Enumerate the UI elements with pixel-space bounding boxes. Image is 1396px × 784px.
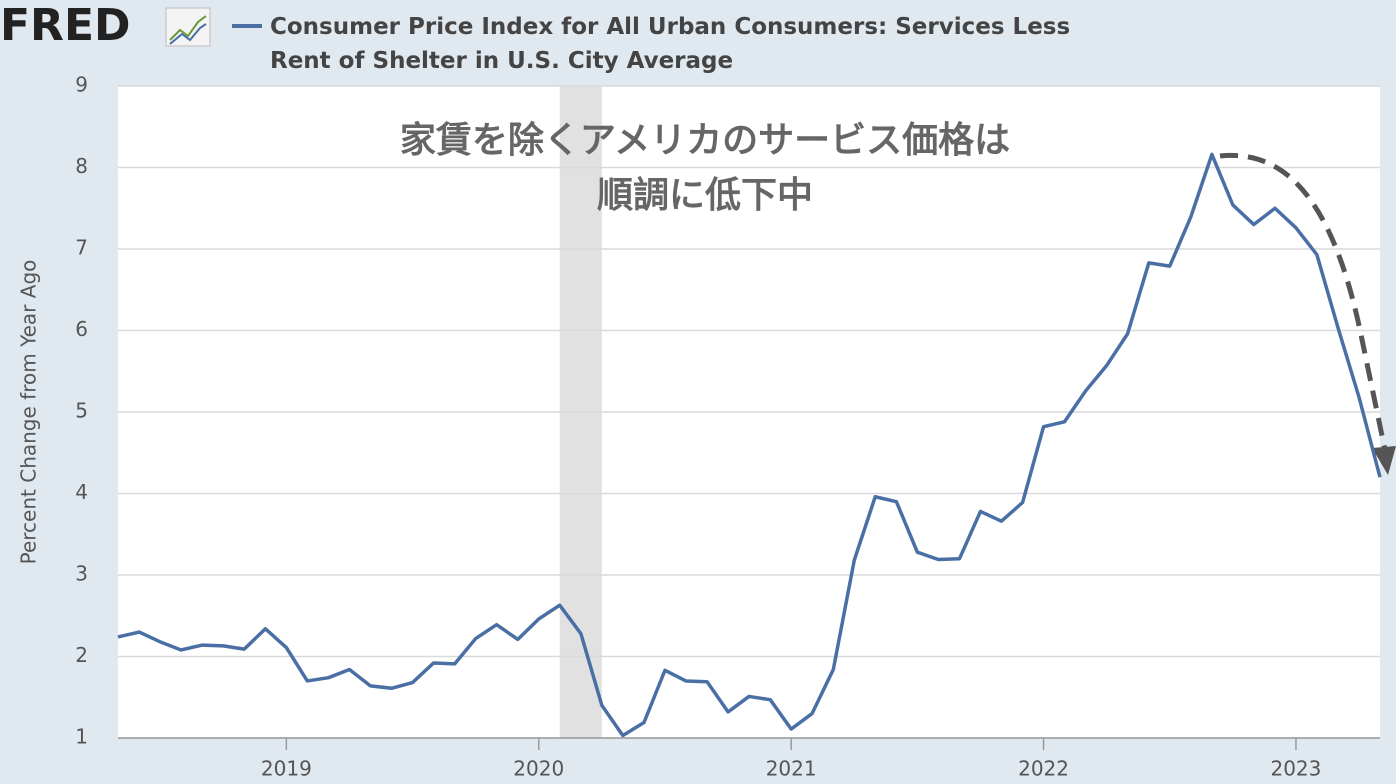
arrow	[1219, 152, 1388, 451]
y-tick-label: 9	[75, 73, 88, 97]
y-tick-label: 8	[75, 154, 88, 178]
y-tick-label: 7	[75, 236, 88, 260]
logo-icon	[165, 7, 211, 47]
x-tick-label: 2023	[1270, 757, 1321, 781]
y-tick-label: 1	[75, 725, 88, 749]
x-tick-label: 2022	[1018, 757, 1069, 781]
x-tick-label: 2021	[766, 757, 817, 781]
x-tick-label: 2020	[513, 757, 564, 781]
y-tick-label: 3	[75, 562, 88, 586]
arrow-head	[1372, 446, 1396, 475]
annotation: 順調に低下中	[597, 175, 813, 216]
y-tick-label: 4	[75, 480, 88, 504]
logo: FRED	[0, 0, 131, 51]
x-tick-label: 2019	[261, 757, 312, 781]
y-tick-label: 2	[75, 643, 88, 667]
y-tick-label: 6	[75, 317, 88, 341]
y-tick-label: 5	[75, 399, 88, 423]
y-axis-label: Percent Change from Year Ago	[17, 260, 41, 565]
series-line	[117, 152, 1382, 738]
annotation: 家賃を除くアメリカのサービス価格は	[400, 120, 1010, 161]
chart-title: Consumer Price Index for All Urban Consu…	[270, 14, 1071, 74]
